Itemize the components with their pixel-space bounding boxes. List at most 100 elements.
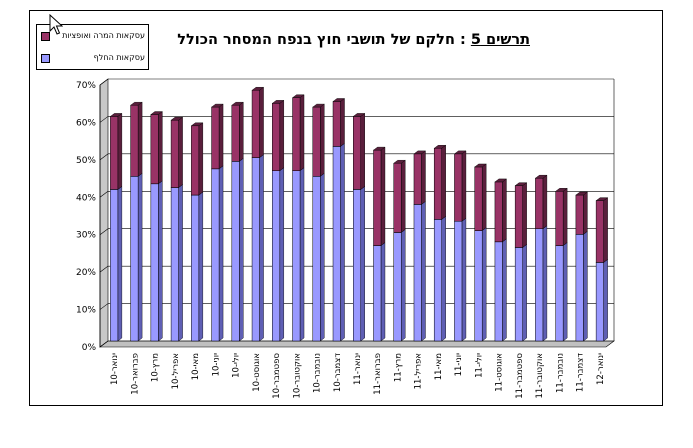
bar-segment: [191, 194, 200, 342]
y-tick-label: 60%: [76, 118, 96, 128]
bar-side: [380, 242, 386, 342]
bar-segment: [353, 189, 361, 342]
bar-side: [562, 187, 568, 246]
bar-segment: [433, 147, 442, 220]
bar-side: [137, 172, 143, 342]
bar-segment: [373, 245, 382, 342]
bar-side: [299, 94, 305, 172]
bar-segment: [535, 177, 544, 229]
bar-side: [137, 101, 143, 177]
bar-side: [178, 116, 183, 188]
bar-segment: [231, 104, 240, 162]
bar-top: [190, 122, 204, 126]
x-tick-label: ינואר-12: [596, 353, 606, 385]
bar-top: [433, 145, 447, 149]
y-tick-label: 40%: [76, 193, 96, 203]
bar-top: [453, 150, 467, 155]
bar-top: [534, 174, 548, 179]
bar-segment: [454, 220, 463, 342]
x-tick-label: נובמבר-11: [555, 353, 565, 393]
bar-side: [583, 191, 588, 235]
bar-segment: [433, 219, 442, 342]
y-tick-label: 30%: [76, 231, 96, 241]
bar-top: [271, 100, 285, 104]
y-tick-label: 50%: [76, 156, 96, 166]
bar-top: [170, 116, 184, 121]
x-tick-label: מרץ-10: [151, 353, 161, 382]
bar-side: [481, 163, 487, 231]
bar-side: [218, 103, 224, 170]
bar-side: [117, 186, 123, 342]
y-tick-label: 10%: [76, 306, 96, 316]
legend-item-conversion: עסקאות המרה ואופציות: [41, 29, 146, 43]
x-tick-label: ספטמבר-10: [272, 353, 282, 399]
bar-segment: [110, 189, 119, 342]
legend-swatch-conversion: [41, 32, 50, 41]
bar-segment: [494, 181, 503, 243]
bar-segment: [353, 116, 361, 190]
bar-side: [158, 180, 163, 342]
bar-side: [198, 191, 204, 342]
bar-segment: [535, 228, 544, 342]
bar-segment: [332, 146, 341, 342]
bar-side: [299, 167, 305, 342]
chart-title: תרשים 5 : חלקם של תושבי חוץ בנפח המסחר ה…: [150, 32, 530, 48]
x-tick-label: מאי-11: [434, 353, 444, 380]
bar-segment: [413, 204, 422, 342]
bar-side: [178, 184, 183, 342]
bar-segment: [575, 234, 584, 342]
bar-segment: [231, 161, 240, 342]
bar-side: [583, 230, 588, 342]
x-tick-label: ינואר-10: [110, 353, 120, 385]
bar-side: [259, 86, 264, 159]
mouse-pointer-icon: [49, 14, 63, 35]
bar-side: [279, 99, 284, 172]
bar-top: [150, 111, 163, 115]
bar-side: [401, 229, 406, 342]
x-tick-label: נובמבר-10: [313, 353, 323, 393]
bar-side: [441, 144, 446, 220]
bar-side: [542, 174, 548, 230]
bar-side: [360, 186, 365, 342]
bar-side: [421, 150, 426, 205]
x-tick-label: פברואר-11: [373, 353, 383, 395]
x-tick-label: מאי-10: [191, 353, 201, 380]
bar-side: [259, 154, 264, 342]
bar-side: [401, 159, 406, 233]
x-tick-label: אוגוסט-11: [495, 353, 505, 392]
bar-segment: [555, 191, 564, 246]
bar-side: [117, 113, 123, 190]
bar-top: [210, 103, 224, 108]
bar-side: [320, 172, 325, 342]
x-tick-label: ינואר-11: [353, 353, 363, 385]
bar-top: [413, 150, 427, 155]
bar-top: [474, 163, 487, 168]
bar-segment: [110, 116, 119, 190]
bar-side: [522, 182, 527, 248]
plot-floor: [99, 340, 615, 348]
bar-segment: [555, 245, 564, 342]
bar-side: [320, 103, 325, 177]
x-tick-label: מרץ-11: [393, 353, 403, 382]
bar-top: [109, 113, 123, 117]
bar-top: [555, 188, 568, 192]
legend-label-swap: עסקאות החלף: [93, 53, 145, 62]
gridline-depth: [99, 265, 109, 273]
bar-side: [441, 215, 446, 342]
bar-side: [360, 113, 365, 190]
bar-segment: [373, 149, 382, 246]
bar-top: [372, 146, 386, 151]
bar-segment: [170, 187, 179, 342]
bar-side: [502, 238, 507, 342]
x-tick-label: יוני-10: [211, 353, 221, 377]
bar-top: [231, 101, 244, 106]
x-tick-label: אוגוסט-10: [252, 353, 262, 392]
bar-side: [502, 178, 507, 243]
x-tick-label: אוקטובר-11: [535, 353, 545, 398]
y-tick-label: 20%: [76, 268, 96, 278]
bar-segment: [211, 168, 220, 342]
legend-swatch-swap: [41, 54, 50, 63]
bar-segment: [312, 176, 321, 342]
bar-top: [514, 182, 528, 186]
